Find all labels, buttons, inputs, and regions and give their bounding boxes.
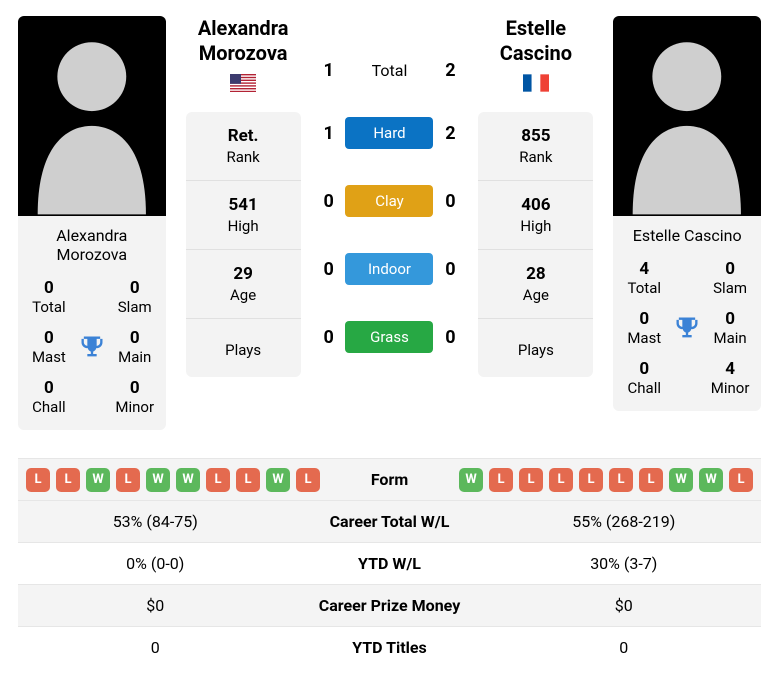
trophy-grid-left: 0Total 0Slam 0Mast 0Main 0Chall 0Minor	[18, 278, 166, 430]
flag-fr-icon	[523, 74, 549, 96]
form-chip: L	[519, 468, 543, 492]
surface-chip: Hard	[345, 117, 433, 149]
form-chip: L	[116, 468, 140, 492]
player-silhouette-left	[18, 16, 166, 216]
form-chip: W	[176, 468, 200, 492]
surface-chip: Grass	[345, 321, 433, 353]
form-sequence-left: LLWLWWLLWL	[26, 468, 320, 492]
form-sequence-right: WLLLLLLWWL	[459, 468, 753, 492]
silhouette-icon	[18, 16, 166, 216]
surface-chip: Indoor	[345, 253, 433, 285]
form-chip: L	[609, 468, 633, 492]
trophy-grid-right: 4Total 0Slam 0Mast 0Main 0Chall 4Minor	[613, 259, 761, 411]
h2h-row: 0Clay0	[321, 185, 459, 217]
surface-chip: Clay	[345, 185, 433, 217]
trophy-total-val: 0	[26, 278, 72, 298]
top-row: Alexandra Morozova 0Total 0Slam 0Mast 0M…	[18, 16, 761, 430]
trophy-icon	[72, 333, 112, 361]
h2h-column: 1 Total 2 1Hard20Clay00Indoor00Grass0	[321, 16, 459, 353]
h2h-row: 0Indoor0	[321, 253, 459, 285]
form-chip: L	[549, 468, 573, 492]
stats-table: LLWLWWLLWL Form WLLLLLLWWL 53% (84-75)Ca…	[18, 458, 761, 668]
trophy-icon	[667, 314, 707, 342]
form-chip: L	[489, 468, 513, 492]
stats-row-form: LLWLWWLLWL Form WLLLLLLWWL	[18, 458, 761, 500]
form-chip: W	[266, 468, 290, 492]
form-chip: W	[86, 468, 110, 492]
form-chip: W	[699, 468, 723, 492]
h2h-row: 1Hard2	[321, 117, 459, 149]
stats-row: 0YTD Titles0	[18, 626, 761, 668]
form-chip: L	[579, 468, 603, 492]
player-card-left: Alexandra Morozova 0Total 0Slam 0Mast 0M…	[18, 16, 166, 430]
form-chip: L	[206, 468, 230, 492]
player-name-big-right: Estelle Cascino	[478, 16, 593, 66]
form-chip: L	[639, 468, 663, 492]
info-card-left: Ret.Rank 541High 29Age Plays	[186, 112, 301, 377]
silhouette-icon	[613, 16, 761, 216]
player-name-right: Estelle Cascino	[613, 216, 761, 259]
stats-row: 53% (84-75)Career Total W/L55% (268-219)	[18, 500, 761, 542]
form-chip: L	[296, 468, 320, 492]
player-info-col-right: Estelle Cascino 855Rank 406High 28Age Pl…	[478, 16, 593, 377]
flag-us-icon	[230, 74, 256, 96]
player-silhouette-right	[613, 16, 761, 216]
info-card-right: 855Rank 406High 28Age Plays	[478, 112, 593, 377]
form-chip: L	[729, 468, 753, 492]
form-chip: L	[26, 468, 50, 492]
player-card-right: Estelle Cascino 4Total 0Slam 0Mast 0Main…	[613, 16, 761, 411]
stats-row: $0Career Prize Money$0	[18, 584, 761, 626]
form-chip: L	[56, 468, 80, 492]
form-chip: W	[459, 468, 483, 492]
h2h-row: 0Grass0	[321, 321, 459, 353]
player-name-big-left: Alexandra Morozova	[186, 16, 301, 66]
form-chip: W	[669, 468, 693, 492]
form-chip: L	[236, 468, 260, 492]
stats-row: 0% (0-0)YTD W/L30% (3-7)	[18, 542, 761, 584]
form-chip: W	[146, 468, 170, 492]
player-info-col-left: Alexandra Morozova Ret.Rank 541High 29Ag…	[186, 16, 301, 377]
player-name-left: Alexandra Morozova	[18, 216, 166, 278]
